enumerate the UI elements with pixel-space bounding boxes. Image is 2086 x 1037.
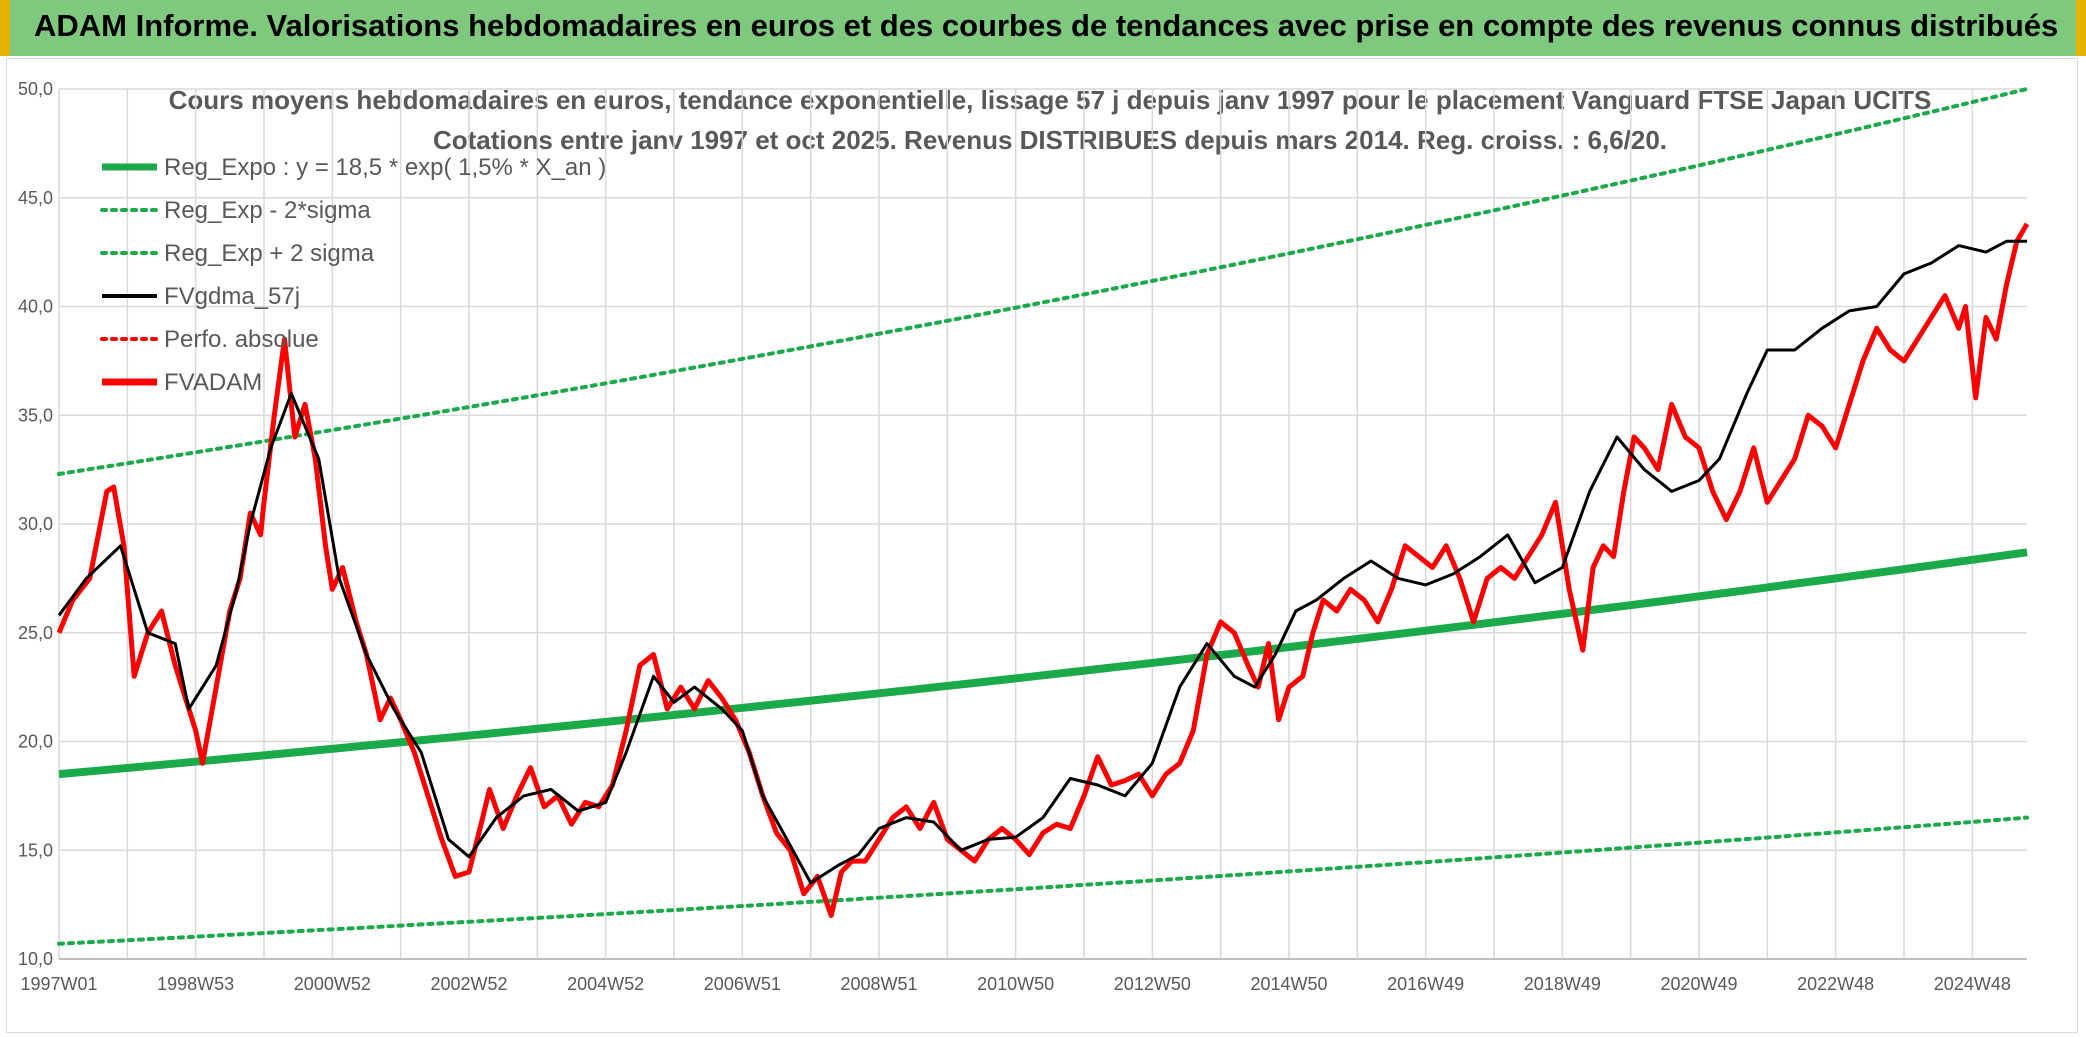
x-tick-label: 2022W48 [1797,974,1874,994]
y-tick-label: 40,0 [18,297,53,317]
chart-svg: Cours moyens hebdomadaires en euros, ten… [18,79,2030,994]
x-tick-label: 1997W01 [20,974,97,994]
series-fvgdma-57j [57,239,2027,885]
legend-label: FVADAM [164,369,262,396]
x-tick-label: 1998W53 [157,974,234,994]
series-fvadam [56,222,2030,918]
y-tick-label: 50,0 [18,79,53,99]
series-reg-plus-2sigma [57,87,2029,476]
x-tick-label: 2002W52 [430,974,507,994]
series-reg-expo [58,548,2028,779]
legend-label: Perfo. absolue [164,326,319,353]
legend-label: Reg_Expo : y = 18,5 * exp( 1,5% * X_an ) [164,154,606,181]
x-tick-label: 2014W50 [1250,974,1327,994]
y-tick-label: 20,0 [18,732,53,752]
y-tick-label: 10,0 [18,949,53,969]
legend-label: Reg_Exp - 2*sigma [164,197,371,224]
y-tick-label: 45,0 [18,188,53,208]
y-tick-label: 25,0 [18,623,53,643]
x-tick-label: 2018W49 [1524,974,1601,994]
legend: Reg_Expo : y = 18,5 * exp( 1,5% * X_an )… [100,154,606,396]
axis-labels: 10,0 15,0 20,0 25,0 30,0 35,0 40,0 45,0 50,0 1997… [18,79,2011,994]
series-reg-minus-2sigma [57,815,2029,946]
x-tick-label: 2012W50 [1114,974,1191,994]
x-tick-label: 2010W50 [977,974,1054,994]
y-tick-label: 35,0 [18,405,53,425]
report-header: ADAM Informe. Valorisations hebdomadaire… [0,0,2086,56]
legend-label: FVgdma_57j [164,283,300,310]
chart-title-line1: Cours moyens hebdomadaires en euros, ten… [169,85,1932,115]
report-title: ADAM Informe. Valorisations hebdomadaire… [34,8,2059,43]
x-tick-label: 2016W49 [1387,974,1464,994]
y-tick-label: 30,0 [18,514,53,534]
y-tick-label: 15,0 [18,840,53,860]
chart-title-line2: Cotations entre janv 1997 et oct 2025. R… [433,125,1667,155]
series-lines [56,87,2030,946]
x-tick-label: 2024W48 [1934,974,2011,994]
legend-label: Reg_Exp + 2 sigma [164,240,375,267]
x-tick-label: 2008W51 [840,974,917,994]
chart-frame: Cours moyens hebdomadaires en euros, ten… [6,58,2078,1033]
x-tick-label: 2006W51 [704,974,781,994]
x-tick-label: 2020W49 [1660,974,1737,994]
x-tick-label: 2000W52 [294,974,371,994]
x-tick-label: 2004W52 [567,974,644,994]
